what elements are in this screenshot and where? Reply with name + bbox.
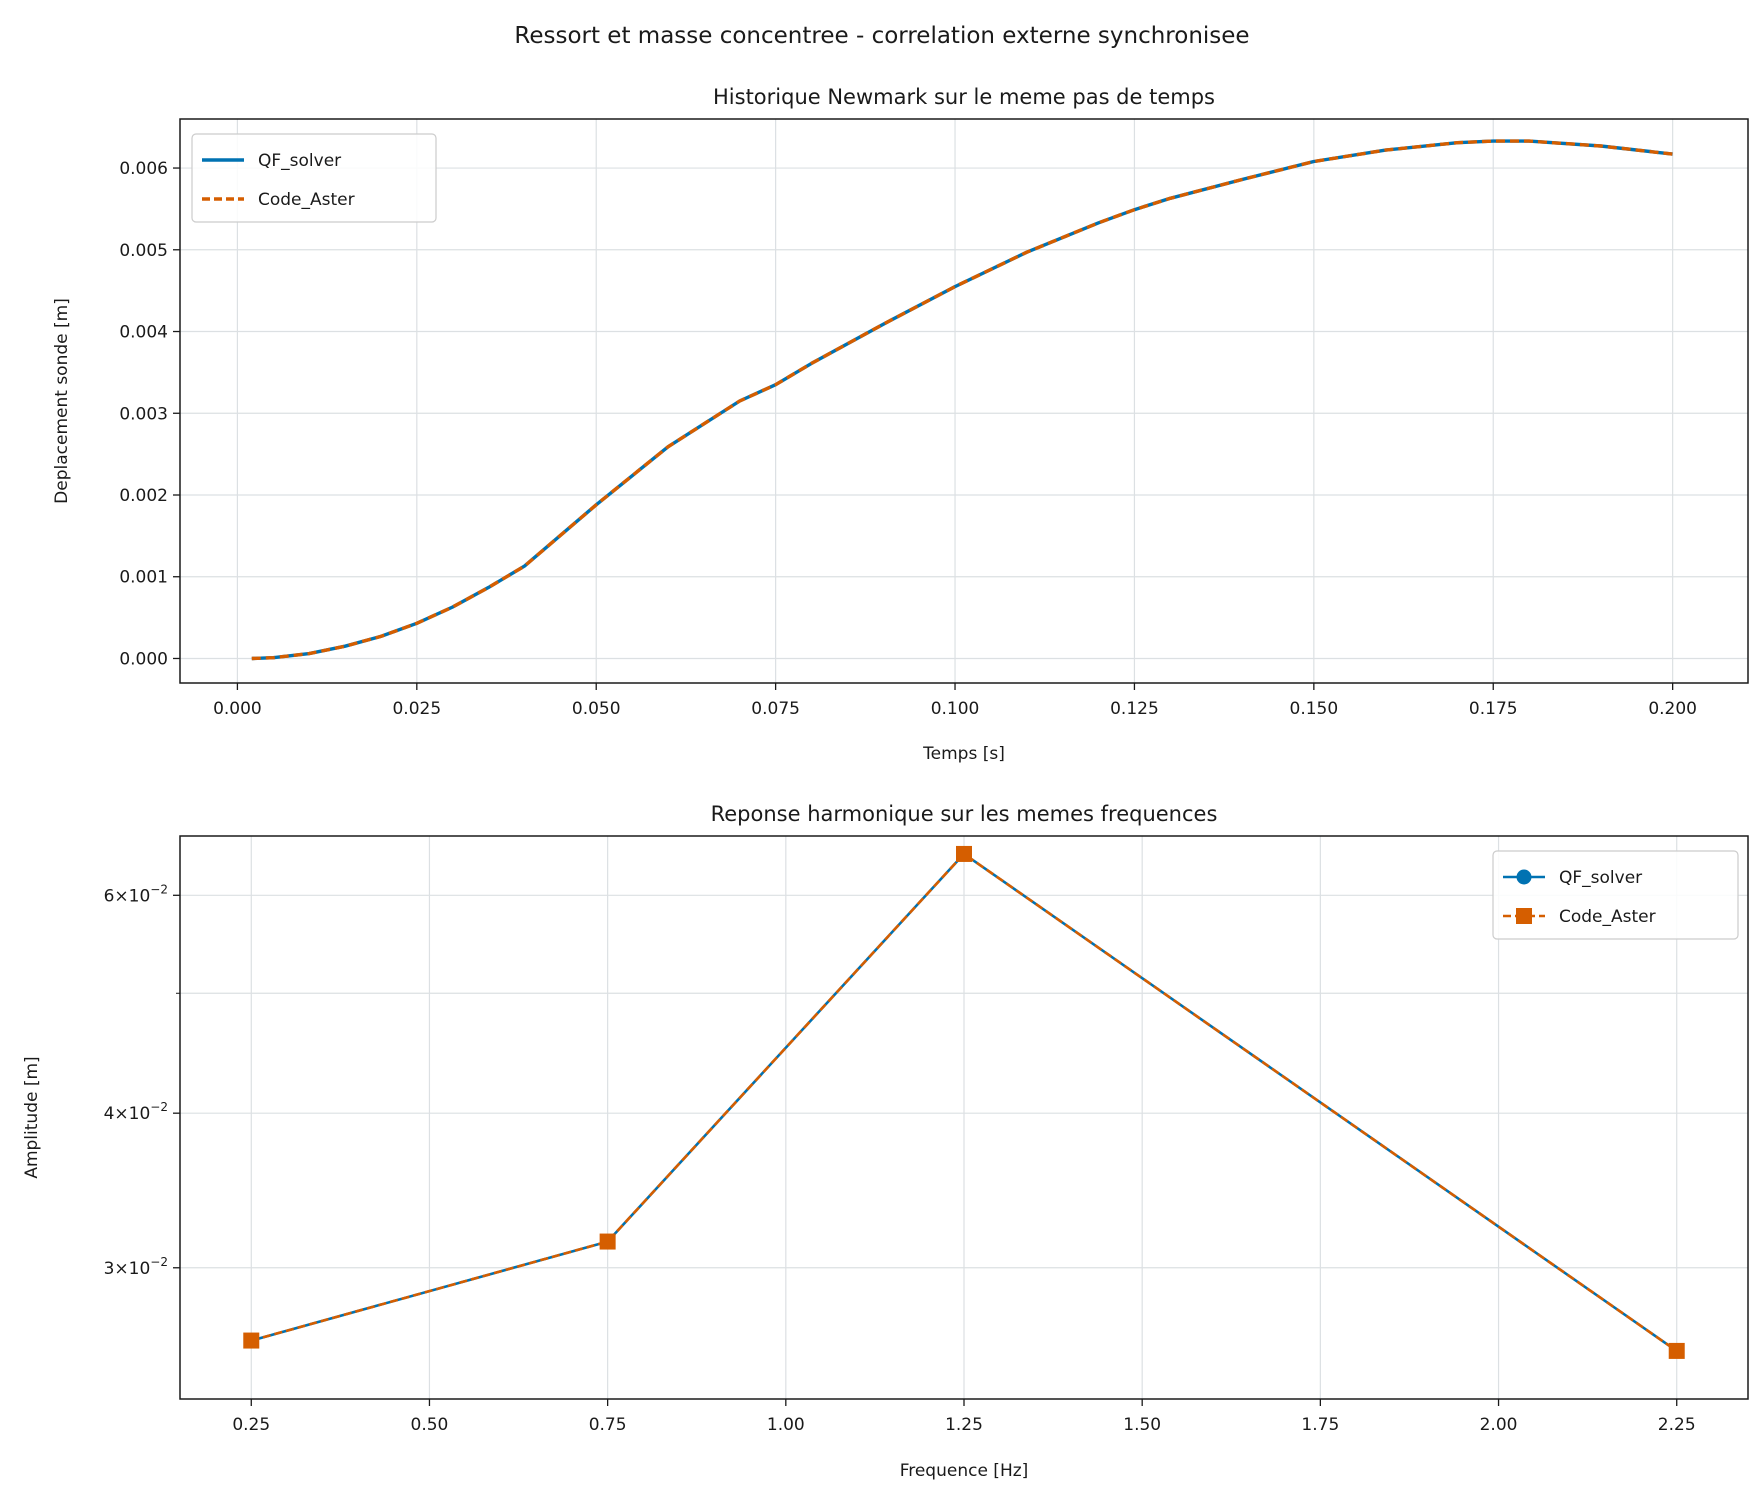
x-tick-label: 1.25 <box>945 1415 983 1435</box>
y-tick-label: 0.000 <box>119 649 168 669</box>
x-tick-label: 0.50 <box>411 1415 449 1435</box>
x-axis-label: Frequence [Hz] <box>900 1461 1029 1481</box>
series-line-code_aster <box>251 139 1673 661</box>
series-line-qf_solver <box>251 139 1673 661</box>
x-tick-label: 0.075 <box>751 699 800 719</box>
x-tick-label: 1.00 <box>767 1415 805 1435</box>
y-tick-label: 0.001 <box>119 568 168 588</box>
y-tick-label: 0.006 <box>119 159 168 179</box>
x-tick-label: 1.75 <box>1301 1415 1339 1435</box>
y-tick-label: 0.005 <box>119 241 168 261</box>
legend-marker-code_aster <box>1516 908 1532 924</box>
legend-label-code_aster: Code_Aster <box>1559 907 1656 927</box>
x-tick-label: 0.000 <box>213 699 262 719</box>
x-axis-label: Temps [s] <box>922 744 1005 764</box>
legend: QF_solver Code_Aster <box>1492 850 1739 940</box>
y-tick-label: 4×10−2 <box>104 1100 168 1124</box>
harmonic-response-panel: 0.25 0.50 0.75 1.00 1.25 1.50 1.75 2.00 2.25 3×10… <box>22 802 1749 1481</box>
y-tick-label: 0.003 <box>119 404 168 424</box>
x-tick-label: 2.25 <box>1658 1415 1696 1435</box>
legend-label-qf_solver: QF_solver <box>1559 868 1642 888</box>
data-point-code_aster <box>956 845 972 862</box>
x-tick-label: 0.150 <box>1290 699 1339 719</box>
x-tick-label: 0.75 <box>589 1415 627 1435</box>
data-point-code_aster <box>1668 1342 1685 1359</box>
legend: QF_solver Code_Aster <box>191 133 437 223</box>
y-axis-label: Deplacement sonde [m] <box>52 298 72 504</box>
y-tick-label: 0.004 <box>119 323 168 343</box>
legend-marker-qf_solver <box>1516 869 1532 885</box>
data-point-code_aster <box>599 1233 616 1250</box>
y-tick-label: 0.002 <box>119 486 168 506</box>
x-tick-label: 1.50 <box>1123 1415 1161 1435</box>
y-tick-label: 6×10−2 <box>104 882 168 906</box>
x-tick-label: 0.125 <box>1110 699 1159 719</box>
legend-box <box>191 133 437 223</box>
x-tick-label: 0.175 <box>1469 699 1518 719</box>
newmark-history-panel: 0.000 0.025 0.050 0.075 0.100 0.125 0.150 0.175… <box>52 85 1749 764</box>
data-point-code_aster <box>243 1332 260 1349</box>
x-tick-label: 0.050 <box>572 699 621 719</box>
legend-label-code_aster: Code_Aster <box>258 190 355 210</box>
series-line-code_aster <box>250 852 1678 1352</box>
legend-box <box>1492 850 1739 940</box>
x-tick-label: 0.25 <box>232 1415 270 1435</box>
chart-title: Reponse harmonique sur les memes frequen… <box>711 802 1218 826</box>
figure-suptitle: Ressort et masse concentree - correlatio… <box>514 23 1249 49</box>
y-tick-label: 3×10−2 <box>104 1255 168 1279</box>
x-tick-label: 2.00 <box>1480 1415 1518 1435</box>
chart-title: Historique Newmark sur le meme pas de te… <box>713 85 1215 109</box>
x-tick-label: 0.100 <box>931 699 980 719</box>
legend-label-qf_solver: QF_solver <box>258 151 341 171</box>
axes-frame <box>179 118 1749 684</box>
y-axis-label: Amplitude [m] <box>22 1056 42 1178</box>
x-tick-label: 0.025 <box>392 699 441 719</box>
x-tick-label: 0.200 <box>1648 699 1697 719</box>
